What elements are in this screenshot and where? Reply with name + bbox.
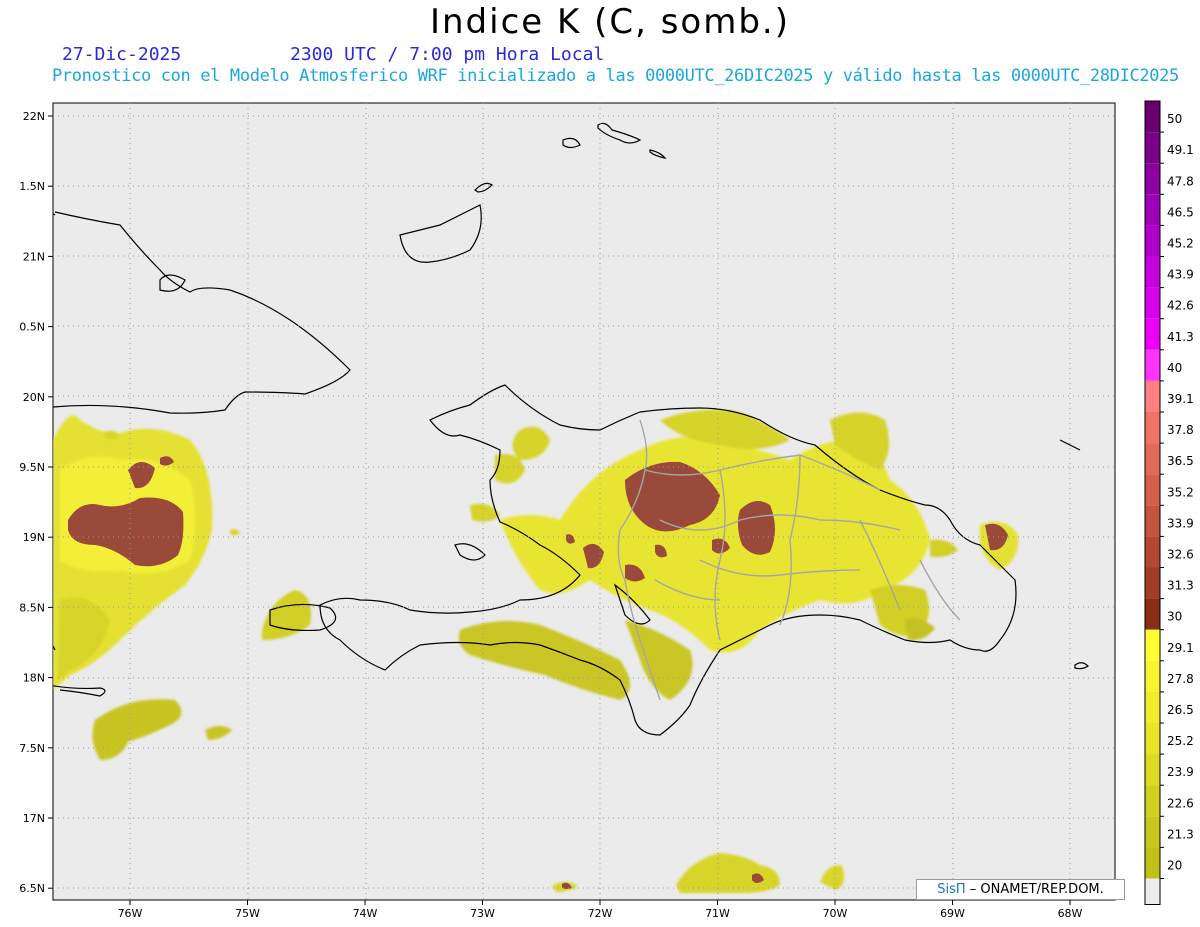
- colorbar-label: 21.3: [1167, 827, 1194, 841]
- colorbar-segment: [1145, 723, 1160, 755]
- lat-tick-label: 7.5N: [19, 742, 45, 755]
- longitude-axis: 76W 75W 74W 73W 72W 71W 70W 69W 68W: [118, 900, 1083, 920]
- colorbar-label: 49.1: [1167, 143, 1194, 157]
- colorbar-segment: [1145, 443, 1160, 475]
- credit-box: SisΠ – ONAMET/REP.DOM.: [916, 879, 1125, 900]
- colorbar-segment: [1145, 256, 1160, 288]
- model-subtitle: Pronostico con el Modelo Atmosferico WRF…: [52, 66, 1179, 86]
- lat-tick-label: 19N: [23, 531, 45, 544]
- colorbar-label: 43.9: [1167, 268, 1194, 282]
- lon-tick-label: 69W: [940, 907, 965, 920]
- lon-tick-label: 71W: [705, 907, 730, 920]
- colorbar-label: 39.1: [1167, 392, 1194, 406]
- k-index-field-high: [68, 456, 1008, 889]
- map-title: Indice K (C, somb.): [429, 2, 791, 42]
- lat-tick-label: 21N: [23, 250, 45, 263]
- colorbar-segment: [1145, 412, 1160, 444]
- colorbar-label: 27.8: [1167, 672, 1194, 686]
- colorbar-label: 36.5: [1167, 454, 1194, 468]
- colorbar-segment: [1145, 847, 1160, 879]
- colorbar-below-range: [1145, 878, 1160, 905]
- colorbar-label: 33.9: [1167, 516, 1194, 530]
- colorbar-label: 23.9: [1167, 765, 1194, 779]
- colorbar-label: 30: [1167, 610, 1182, 624]
- lon-tick-label: 72W: [588, 907, 613, 920]
- lat-tick-label: 22N: [23, 110, 45, 123]
- colorbar-segment: [1145, 598, 1160, 630]
- colorbar-label: 26.5: [1167, 703, 1194, 717]
- colorbar-label: 40: [1167, 361, 1182, 375]
- colorbar-segment: [1145, 101, 1160, 133]
- colorbar-segment: [1145, 225, 1160, 257]
- colorbar-segment: [1145, 629, 1160, 661]
- lon-tick-label: 73W: [470, 907, 495, 920]
- colorbar-segment: [1145, 380, 1160, 412]
- graticule: [53, 103, 1115, 900]
- colorbar-label: 25.2: [1167, 734, 1194, 748]
- colorbar-label: 31.3: [1167, 579, 1194, 593]
- forecast-date: 27-Dic-2025: [62, 44, 182, 65]
- latitude-axis: 22N 1.5N 21N 0.5N 20N 9.5N 19N 8.5N 18N 7.5N 17N 6.…: [19, 110, 53, 895]
- lon-tick-label: 74W: [353, 907, 378, 920]
- colorbar-label: 47.8: [1167, 174, 1194, 188]
- colorbar-segment: [1145, 318, 1160, 350]
- colorbar-segment: [1145, 660, 1160, 692]
- colorbar-label: 41.3: [1167, 330, 1194, 344]
- lat-tick-label: 17N: [23, 812, 45, 825]
- colorbar-segment: [1145, 567, 1160, 599]
- lon-tick-label: 70W: [823, 907, 848, 920]
- lon-tick-label: 75W: [235, 907, 260, 920]
- colorbar-label: 35.2: [1167, 485, 1194, 499]
- colorbar-segment: [1145, 132, 1160, 164]
- colorbar-label: 50: [1167, 112, 1182, 126]
- colorbar-label: 32.6: [1167, 548, 1194, 562]
- lat-tick-label: 6.5N: [19, 882, 45, 895]
- colorbar-label: 22.6: [1167, 796, 1194, 810]
- colorbar-segment: [1145, 287, 1160, 319]
- colorbar-segment: [1145, 816, 1160, 848]
- colorbar-segment: [1145, 194, 1160, 226]
- lat-tick-label: 0.5N: [19, 321, 45, 334]
- colorbar-segment: [1145, 691, 1160, 723]
- colorbar-segment: [1145, 536, 1160, 568]
- sispi-logo: SisΠ: [937, 882, 966, 897]
- colorbar-label: 46.5: [1167, 205, 1194, 219]
- colorbar-label: 29.1: [1167, 641, 1194, 655]
- lon-tick-label: 76W: [118, 907, 143, 920]
- colorbar-segment: [1145, 754, 1160, 786]
- colorbar-frame: [1144, 100, 1161, 905]
- colorbar-segment: [1145, 349, 1160, 381]
- lon-tick-label: 68W: [1058, 907, 1083, 920]
- lat-tick-label: 8.5N: [19, 601, 45, 614]
- coastlines: [53, 122, 1089, 736]
- colorbar-label: 37.8: [1167, 423, 1194, 437]
- colorbar-segment: [1145, 474, 1160, 506]
- lat-tick-label: 18N: [23, 672, 45, 685]
- lat-tick-label: 1.5N: [19, 180, 45, 193]
- lat-tick-label: 20N: [23, 391, 45, 404]
- colorbar-label: 42.6: [1167, 299, 1194, 313]
- colorbar-label: 20: [1167, 859, 1182, 873]
- colorbar-segment: [1145, 505, 1160, 537]
- colorbar-label: 45.2: [1167, 237, 1194, 251]
- forecast-time: 2300 UTC / 7:00 pm Hora Local: [290, 44, 605, 65]
- colorbar: 50 49.1 47.8 46.5 45.2 43.9 42.6 41.3 40 39.1 37.8…: [1144, 100, 1194, 905]
- colorbar-segment: [1145, 163, 1160, 195]
- credit-text: – ONAMET/REP.DOM.: [965, 882, 1104, 897]
- lat-tick-label: 9.5N: [19, 461, 45, 474]
- colorbar-segment: [1145, 785, 1160, 817]
- admin-borders: [617, 419, 961, 701]
